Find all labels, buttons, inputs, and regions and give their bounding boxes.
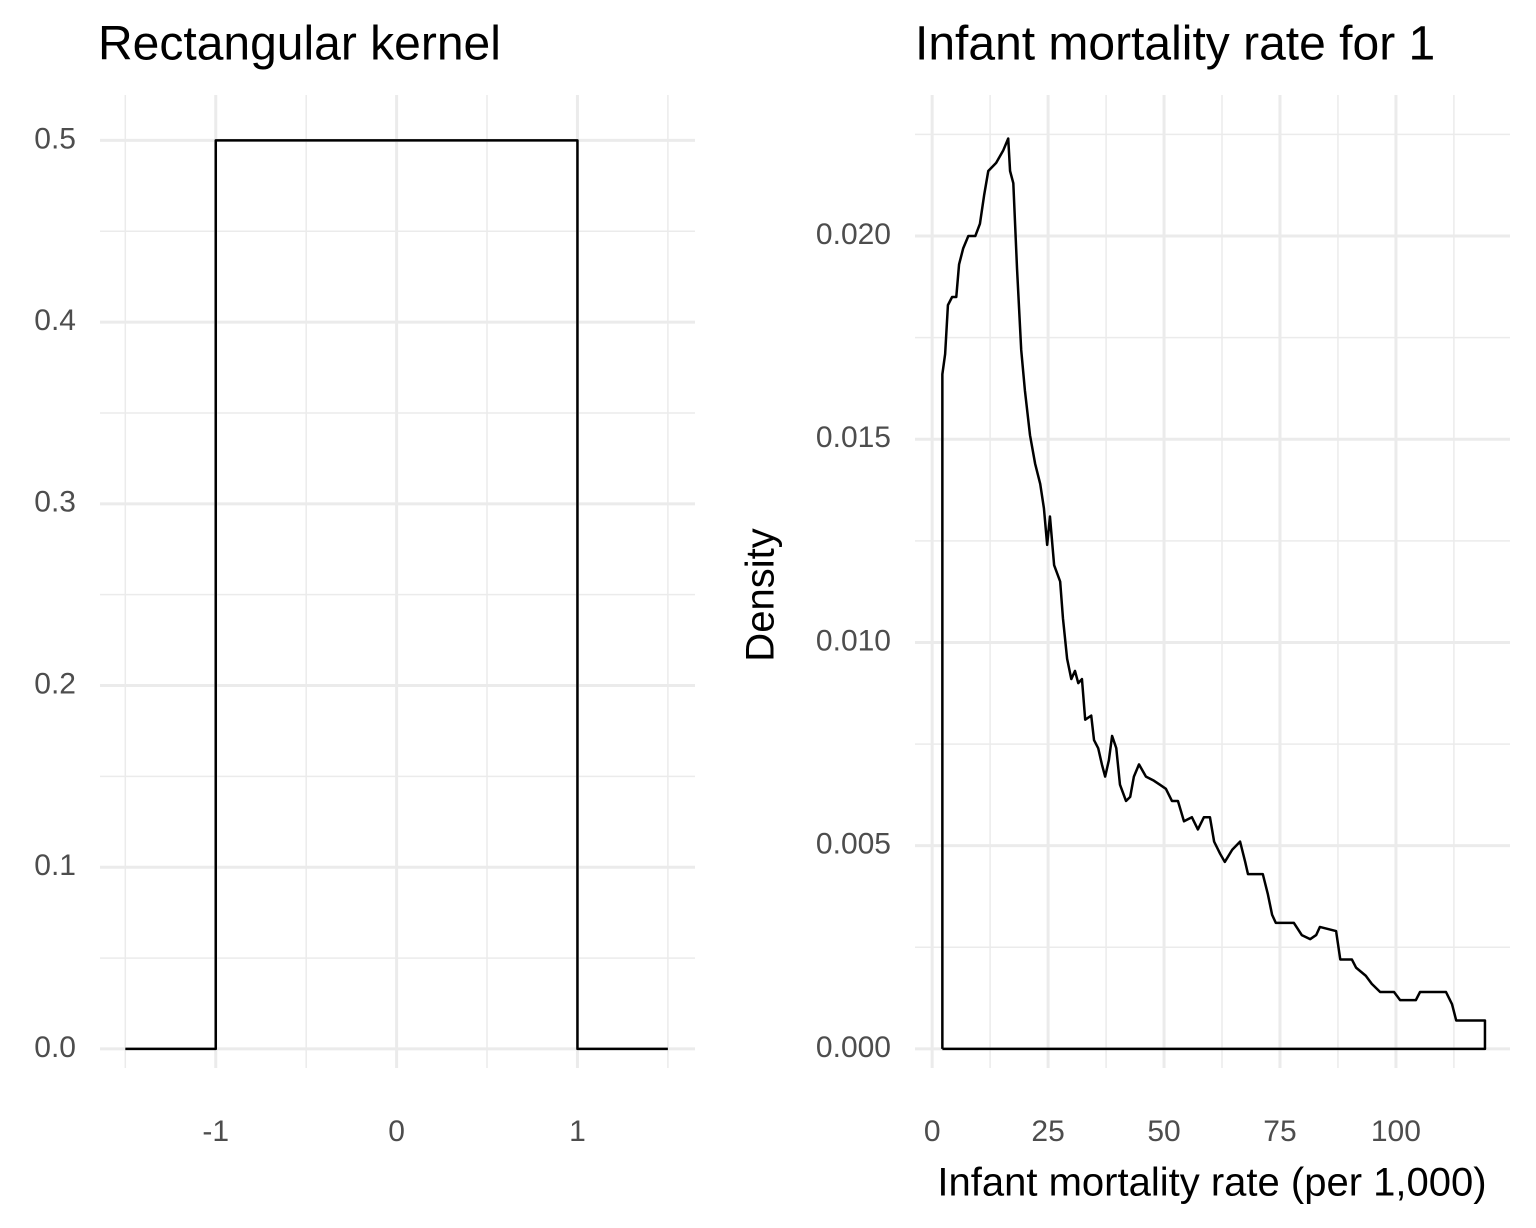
- chart-title: Rectangular kernel: [98, 18, 501, 71]
- x-axis-title: Infant mortality rate (per 1,000): [937, 1161, 1486, 1205]
- x-tick-label: 50: [1147, 1115, 1180, 1148]
- x-tick-label: 0: [924, 1115, 941, 1148]
- y-tick-label: 0.0: [34, 1031, 76, 1064]
- y-tick-label: 0.2: [34, 667, 76, 700]
- chart-title: Infant mortality rate for 1: [915, 18, 1435, 71]
- y-tick-label: 0.020: [816, 218, 891, 251]
- x-tick-label: -1: [202, 1115, 229, 1148]
- y-tick-label: 0.5: [34, 122, 76, 155]
- y-tick-label: 0.010: [816, 624, 891, 657]
- y-tick-label: 0.005: [816, 828, 891, 861]
- x-tick-label: 100: [1371, 1115, 1421, 1148]
- y-tick-label: 0.4: [34, 304, 76, 337]
- panel: -1 0 1 0.0 0.1 0.2 0.3 0.4 0.5: [34, 95, 695, 1148]
- panel: 0 25 50 75 100 0.000 0.005 0.010 0.015 0.020: [816, 95, 1510, 1148]
- y-tick-label: 0.000: [816, 1031, 891, 1064]
- x-tick-label: 25: [1031, 1115, 1064, 1148]
- density-line: [125, 139, 668, 1051]
- x-tick-label: 75: [1263, 1115, 1296, 1148]
- y-tick-label: 0.015: [816, 421, 891, 454]
- y-tick-label: 0.3: [34, 486, 76, 519]
- x-tick-label: 1: [569, 1115, 586, 1148]
- density-line: [941, 137, 1487, 1051]
- x-tick-label: 0: [388, 1115, 405, 1148]
- y-axis-title: Density: [739, 528, 783, 661]
- y-tick-label: 0.1: [34, 849, 76, 882]
